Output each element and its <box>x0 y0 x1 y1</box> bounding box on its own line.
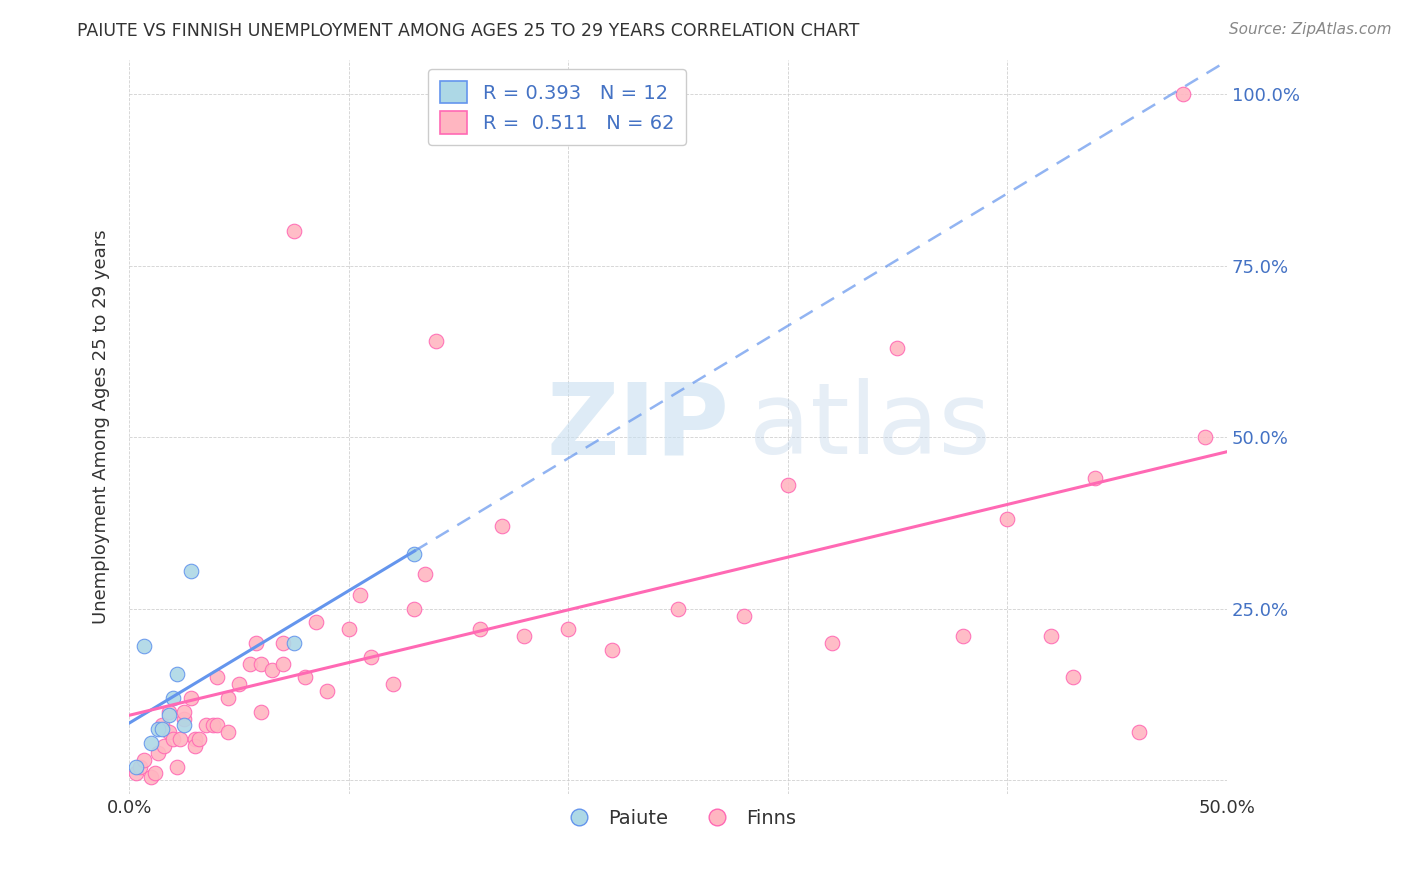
Text: atlas: atlas <box>749 378 991 475</box>
Point <box>145 766 167 780</box>
Point <box>139 770 162 784</box>
Point <box>184 732 207 747</box>
Point <box>349 588 371 602</box>
Point <box>194 718 217 732</box>
Point <box>1062 670 1084 684</box>
Point <box>146 746 169 760</box>
Point <box>1194 430 1216 444</box>
Point <box>315 684 337 698</box>
Point <box>360 649 382 664</box>
Point <box>294 670 316 684</box>
Point <box>169 732 191 747</box>
Point <box>157 705 180 719</box>
Text: ZIP: ZIP <box>546 378 730 475</box>
Point <box>557 623 579 637</box>
Point <box>245 636 267 650</box>
Text: PAIUTE VS FINNISH UNEMPLOYMENT AMONG AGES 25 TO 29 YEARS CORRELATION CHART: PAIUTE VS FINNISH UNEMPLOYMENT AMONG AGE… <box>77 22 859 40</box>
Point <box>205 718 228 732</box>
Point <box>733 608 755 623</box>
Point <box>201 718 224 732</box>
Point <box>134 640 156 654</box>
Point <box>1084 471 1107 485</box>
Point <box>180 690 202 705</box>
Point <box>205 670 228 684</box>
Y-axis label: Unemployment Among Ages 25 to 29 years: Unemployment Among Ages 25 to 29 years <box>93 229 110 624</box>
Point <box>173 718 195 732</box>
Point <box>260 664 283 678</box>
Point <box>134 753 156 767</box>
Point <box>820 636 842 650</box>
Point <box>217 725 239 739</box>
Point <box>150 722 173 736</box>
Point <box>124 759 146 773</box>
Point <box>157 708 180 723</box>
Point <box>153 739 176 753</box>
Point <box>283 636 305 650</box>
Point <box>129 759 152 773</box>
Point <box>1040 629 1063 643</box>
Point <box>404 547 426 561</box>
Point <box>271 636 294 650</box>
Point <box>381 677 404 691</box>
Text: Source: ZipAtlas.com: Source: ZipAtlas.com <box>1229 22 1392 37</box>
Point <box>886 341 908 355</box>
Point <box>666 601 689 615</box>
Point <box>162 690 184 705</box>
Point <box>776 478 799 492</box>
Point <box>239 657 262 671</box>
Point <box>157 725 180 739</box>
Point <box>249 705 271 719</box>
Point <box>425 334 447 348</box>
Point <box>217 690 239 705</box>
Point <box>995 512 1018 526</box>
Point <box>150 718 173 732</box>
Point <box>404 601 426 615</box>
Point <box>162 732 184 747</box>
Point <box>271 657 294 671</box>
Point <box>470 623 492 637</box>
Point <box>491 519 513 533</box>
Point <box>173 712 195 726</box>
Point <box>180 564 202 578</box>
Point <box>600 643 623 657</box>
Point <box>124 766 146 780</box>
Point <box>1171 87 1194 101</box>
Point <box>283 224 305 238</box>
Point <box>173 705 195 719</box>
Point <box>513 629 536 643</box>
Legend: Paiute, Finns: Paiute, Finns <box>553 801 804 836</box>
Point <box>305 615 328 630</box>
Point <box>188 732 211 747</box>
Point <box>337 623 360 637</box>
Point <box>166 667 188 681</box>
Point <box>415 567 437 582</box>
Point <box>139 735 162 749</box>
Point <box>249 657 271 671</box>
Point <box>952 629 974 643</box>
Point <box>184 739 207 753</box>
Point <box>166 759 188 773</box>
Point <box>1128 725 1150 739</box>
Point <box>228 677 250 691</box>
Point <box>146 722 169 736</box>
